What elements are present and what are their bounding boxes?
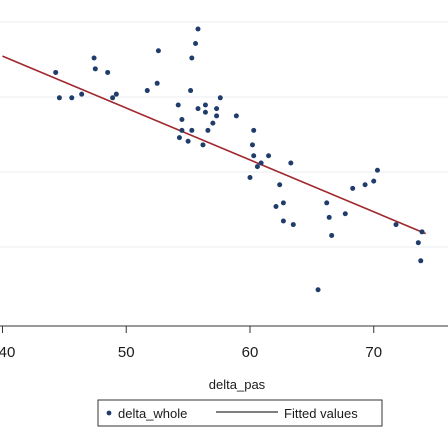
data-point-10 [195, 26, 201, 32]
data-point-1 [56, 95, 62, 101]
data-point-40 [324, 200, 330, 206]
data-point-6 [154, 80, 160, 86]
fitted-values-line [2, 55, 427, 235]
data-point-28 [251, 127, 257, 133]
data-point-52 [290, 222, 296, 228]
data-point-56 [105, 69, 111, 75]
data-point-9 [193, 40, 199, 46]
data-point-57 [110, 95, 116, 101]
data-point-47 [393, 222, 399, 228]
data-point-15 [176, 135, 182, 141]
data-point-21 [205, 127, 211, 133]
data-point-17 [189, 127, 195, 133]
data-point-32 [254, 164, 260, 170]
x-axis-ticks: 40 50 60 70 [0, 326, 382, 361]
data-point-29 [249, 142, 255, 148]
legend-label-fitted-values: Fitted values [284, 406, 358, 421]
data-point-46 [374, 167, 380, 173]
data-point-42 [342, 211, 348, 217]
x-tick-label-50: 50 [118, 344, 135, 361]
data-point-3 [79, 91, 85, 97]
data-point-50 [419, 229, 425, 235]
data-point-51 [315, 287, 321, 293]
data-point-30 [251, 153, 257, 159]
data-point-38 [280, 218, 286, 224]
data-point-37 [280, 200, 286, 206]
data-point-14 [179, 127, 185, 133]
data-point-33 [258, 160, 264, 166]
data-point-24 [217, 95, 223, 101]
data-point-39 [288, 160, 294, 166]
data-point-23 [214, 106, 220, 112]
data-point-16 [185, 138, 191, 144]
data-point-7 [188, 88, 194, 94]
data-point-41 [326, 214, 332, 220]
data-point-2 [69, 95, 75, 101]
legend-marker-delta-whole [106, 410, 112, 416]
data-point-11 [155, 48, 161, 54]
data-point-54 [91, 55, 97, 61]
data-point-26 [214, 113, 220, 119]
data-point-22 [202, 109, 208, 115]
x-tick-label-70: 70 [365, 344, 382, 361]
data-point-48 [418, 258, 424, 264]
data-point-5 [144, 88, 150, 94]
scatter-points [53, 26, 425, 293]
legend-label-delta-whole: delta_whole [118, 406, 187, 421]
data-point-19 [195, 106, 201, 112]
data-point-18 [200, 142, 206, 148]
legend-box [97, 399, 383, 427]
fitted-line-layer [2, 55, 427, 235]
x-axis-title: delta_pas [209, 377, 266, 392]
x-tick-label-60: 60 [242, 344, 259, 361]
x-tick-label-40: 40 [0, 344, 15, 361]
legend: delta_whole Fitted values [97, 399, 383, 427]
data-point-25 [210, 120, 216, 126]
data-point-13 [179, 117, 185, 123]
data-point-12 [175, 102, 181, 108]
data-point-35 [273, 203, 279, 209]
data-point-4 [113, 91, 119, 97]
data-point-45 [371, 178, 377, 184]
data-point-53 [329, 232, 335, 238]
data-point-20 [202, 102, 208, 108]
data-point-34 [266, 153, 272, 159]
data-point-43 [350, 185, 356, 191]
data-point-55 [92, 66, 98, 72]
data-point-31 [247, 174, 253, 180]
data-point-49 [415, 240, 421, 246]
data-point-27 [233, 113, 239, 119]
data-point-0 [53, 69, 59, 75]
data-point-44 [362, 182, 368, 188]
data-point-36 [277, 182, 283, 188]
data-point-8 [189, 55, 195, 61]
gridlines [0, 21, 448, 248]
